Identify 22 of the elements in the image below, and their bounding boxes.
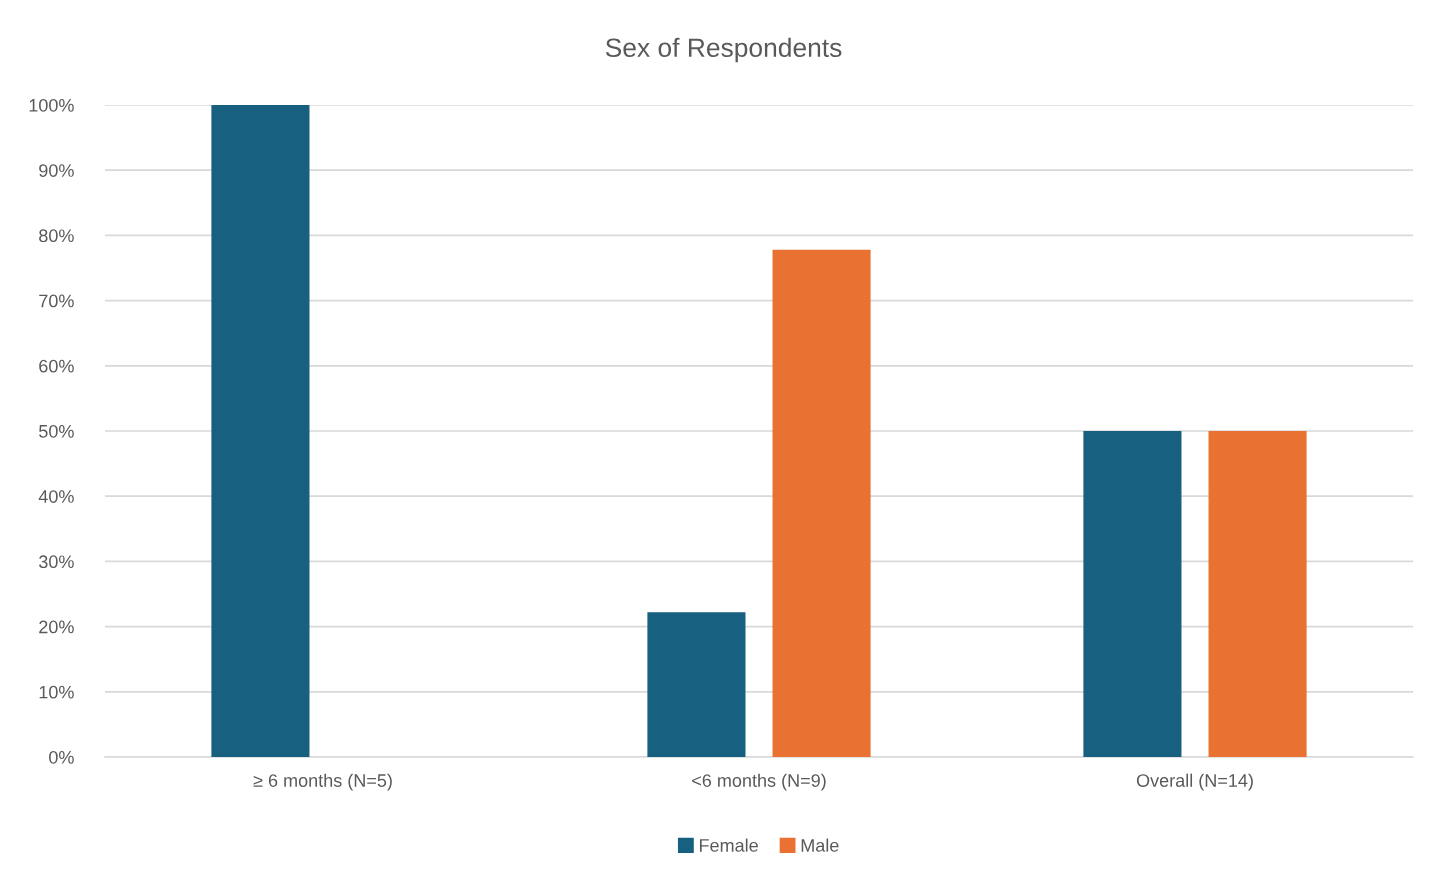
legend-label: Male	[801, 838, 839, 852]
y-tick-label: 0%	[49, 750, 74, 764]
legend-label: Female	[699, 838, 758, 852]
x-tick-label: <6 months (N=9)	[692, 773, 826, 791]
y-tick-label: 100%	[29, 98, 74, 112]
bar	[1208, 431, 1307, 757]
y-tick-label: 50%	[39, 424, 74, 438]
y-tick-label: 40%	[38, 490, 74, 503]
y-tick-label: 30%	[39, 555, 74, 569]
bar	[1083, 431, 1182, 757]
x-tick-label: ≥ 6 months (N=5)	[253, 773, 392, 791]
y-tick-label: 70%	[39, 294, 74, 308]
y-tick-label: 80%	[39, 229, 74, 243]
y-tick-label: 10%	[39, 685, 74, 699]
bar	[647, 612, 746, 757]
chart-title: Sex of Respondents	[605, 37, 842, 63]
y-tick-label: 90%	[39, 164, 74, 177]
y-tick-label: 20%	[39, 620, 74, 634]
x-tick-label: Overall (N=14)	[1136, 773, 1253, 791]
y-tick-label: 60%	[39, 359, 74, 373]
bar	[211, 105, 310, 757]
bar	[772, 249, 871, 757]
